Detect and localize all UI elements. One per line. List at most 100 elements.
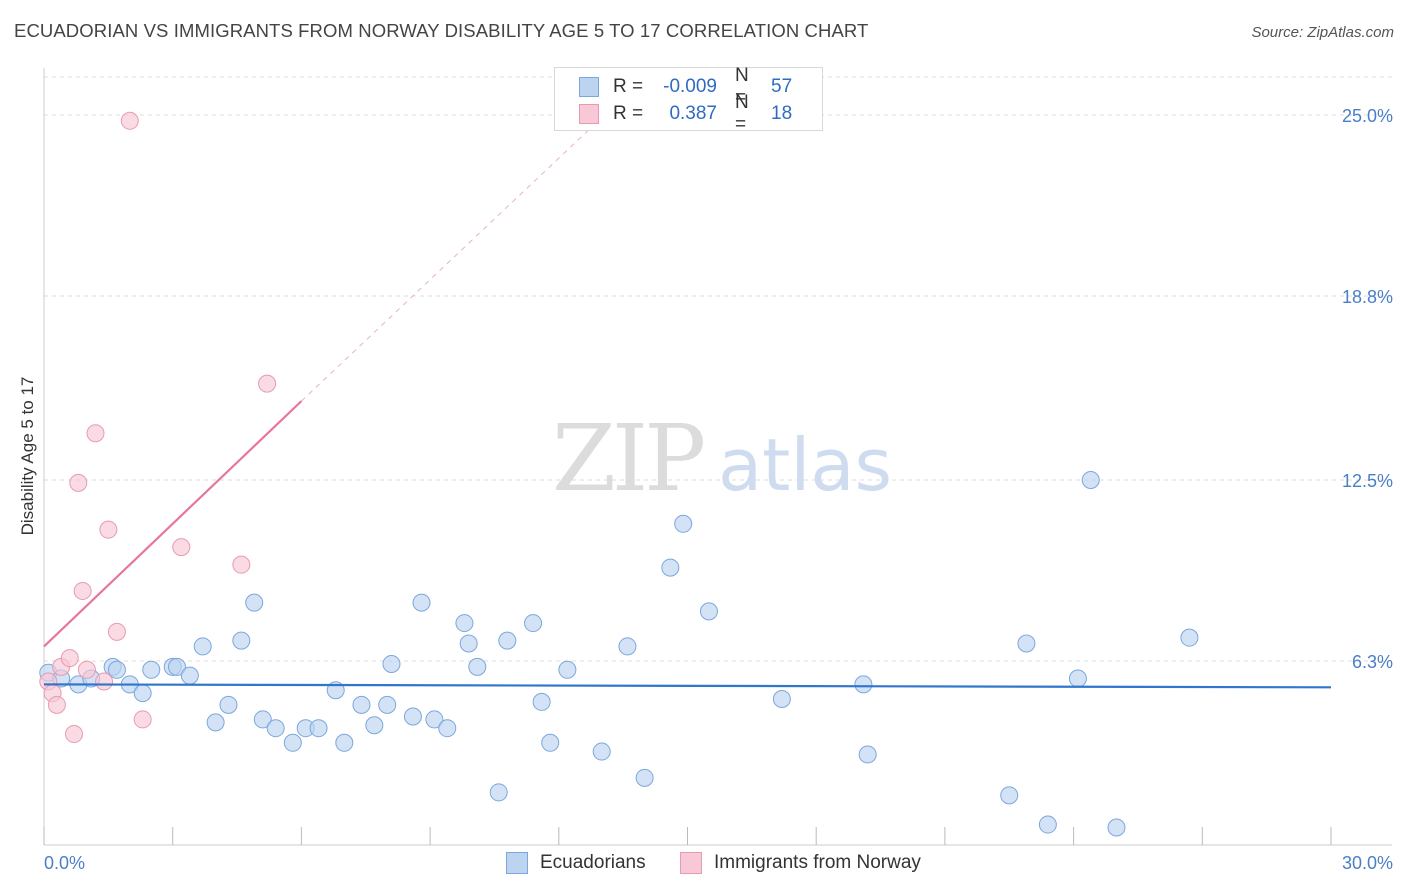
norway-point — [65, 725, 84, 744]
ecuadorian-point — [858, 745, 877, 764]
norway-point — [86, 424, 105, 443]
norway-point — [95, 672, 114, 691]
ecuadorian-trend-line — [43, 683, 1332, 689]
norway-point — [47, 695, 66, 714]
ecuadorian-point — [335, 733, 354, 752]
norway-trend-extension — [301, 97, 624, 402]
ecuadorian-point — [674, 514, 693, 533]
ecuadorian-point — [459, 634, 478, 653]
ecuadorian-point — [1000, 786, 1019, 805]
norway-point — [172, 538, 191, 557]
ecuadorian-point — [699, 602, 718, 621]
x-tick-label: 30.0% — [1342, 853, 1393, 873]
ecuadorian-point — [365, 716, 384, 735]
ecuadorian-point — [854, 675, 873, 694]
norway-point — [133, 710, 152, 729]
norway-point — [60, 649, 79, 668]
ecuadorian-point — [455, 614, 474, 633]
ecuadorian-point — [661, 558, 680, 577]
legend-label: Ecuadorians — [540, 852, 646, 873]
norway-point — [77, 660, 96, 679]
ecuadorian-point — [352, 695, 371, 714]
legend-n-label: N = — [735, 92, 749, 135]
ecuadorian-point — [107, 660, 126, 679]
ecuadorian-point — [232, 631, 251, 650]
norway-point — [120, 111, 139, 130]
norway-trend-line — [43, 400, 303, 648]
x-tick-label: 0.0% — [44, 853, 85, 873]
legend-r-value: 0.387 — [669, 103, 717, 124]
ecuadorian-point — [133, 684, 152, 703]
legend-swatch-blue — [579, 77, 599, 97]
ecuadorian-point — [403, 707, 422, 726]
ecuadorian-point — [498, 631, 517, 650]
legend-swatch-pink — [680, 852, 702, 874]
y-tick-label: 12.5% — [1342, 471, 1393, 491]
norway-point — [232, 555, 251, 574]
ecuadorian-point — [206, 713, 225, 732]
ecuadorian-point — [167, 657, 186, 676]
ecuadorian-point — [425, 710, 444, 729]
ecuadorian-point — [489, 783, 508, 802]
watermark: ZIP atlas — [552, 405, 892, 512]
ecuadorian-point — [1068, 669, 1087, 688]
ecuadorian-point — [524, 614, 543, 633]
legend-r-value: -0.009 — [663, 76, 717, 97]
ecuadorian-point — [266, 719, 285, 738]
ecuadorian-point — [309, 719, 328, 738]
ecuadorian-point — [532, 692, 551, 711]
legend-n-value: 57 — [771, 76, 793, 97]
correlation-legend: R = -0.009 N = 57 R = 0.387 N = 18 — [554, 65, 823, 135]
ecuadorian-point — [1180, 628, 1199, 647]
legend-r-label: R = — [613, 103, 644, 124]
norway-point — [73, 581, 92, 600]
norway-point — [258, 374, 277, 393]
chart-title: ECUADORIAN VS IMMIGRANTS FROM NORWAY DIS… — [14, 20, 869, 41]
legend-row-ecuadorians: R = -0.009 N = 57 — [579, 65, 793, 108]
watermark-zip: ZIP — [552, 405, 703, 512]
ecuadorian-point — [142, 660, 161, 679]
ecuadorian-point — [180, 666, 199, 685]
ecuadorian-point — [382, 654, 401, 673]
ecuadorian-point — [772, 689, 791, 708]
legend-r-label: R = — [613, 76, 644, 97]
ecuadorian-point — [1081, 470, 1100, 489]
tick-labels: 6.3% 12.5% 18.8% 25.0% 0.0% 30.0% — [44, 106, 1393, 873]
legend-row-norway: R = 0.387 N = 18 — [579, 92, 793, 135]
bottom-legend-ecuadorians: Ecuadorians — [506, 852, 646, 874]
source-credit: Source: ZipAtlas.com — [1251, 24, 1394, 41]
ecuadorian-point — [635, 768, 654, 787]
y-tick-label: 6.3% — [1352, 652, 1393, 672]
ecuadorian-point — [219, 695, 238, 714]
legend-n-value: 18 — [771, 103, 793, 124]
y-tick-label: 25.0% — [1342, 106, 1393, 126]
axes — [43, 68, 1392, 846]
watermark-atlas: atlas — [718, 423, 892, 507]
ecuadorian-point — [618, 637, 637, 656]
trend-lines — [43, 97, 1332, 689]
ecuadorian-point — [283, 733, 302, 752]
ecuadorian-point — [253, 710, 272, 729]
legend-swatch-blue — [506, 852, 528, 874]
y-tick-label: 18.8% — [1342, 287, 1393, 307]
grid-lines — [44, 76, 1392, 662]
ecuadorian-point — [193, 637, 212, 656]
legend-swatch-pink — [579, 104, 599, 124]
ecuadorian-point — [1107, 818, 1126, 837]
bottom-legend-norway: Immigrants from Norway — [680, 852, 921, 874]
legend-label: Immigrants from Norway — [714, 852, 921, 873]
ecuadorian-point — [592, 742, 611, 761]
ecuadorian-point — [438, 719, 457, 738]
ecuadorian-point — [558, 660, 577, 679]
data-points — [39, 111, 1199, 837]
ecuadorian-point — [1038, 815, 1057, 834]
ecuadorian-point — [541, 733, 560, 752]
ecuadorian-point — [412, 593, 431, 612]
ecuadorian-point — [468, 657, 487, 676]
ecuadorian-point — [1017, 634, 1036, 653]
norway-point — [69, 473, 88, 492]
legend-n-label: N = — [735, 65, 749, 108]
norway-point — [107, 622, 126, 641]
ecuadorian-point — [245, 593, 264, 612]
ecuadorian-point — [378, 695, 397, 714]
